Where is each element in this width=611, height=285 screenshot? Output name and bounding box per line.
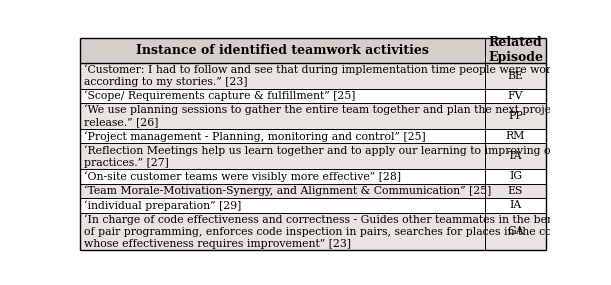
Bar <box>485 89 546 103</box>
Bar <box>80 129 485 143</box>
Text: ES: ES <box>508 186 523 196</box>
Text: IG: IG <box>509 172 522 182</box>
Text: ‘Reflection Meetings help us learn together and to apply our learning to improvi: ‘Reflection Meetings help us learn toget… <box>84 145 563 168</box>
Text: ‘individual preparation” [29]: ‘individual preparation” [29] <box>84 200 241 211</box>
Bar <box>485 38 546 63</box>
Text: PP: PP <box>508 111 523 121</box>
Bar <box>80 89 485 103</box>
Bar <box>485 103 546 129</box>
Bar <box>80 213 485 250</box>
Bar <box>80 143 485 169</box>
Bar <box>485 63 546 89</box>
Text: RM: RM <box>506 131 525 141</box>
Text: Related
Episode: Related Episode <box>488 36 543 64</box>
Bar <box>80 184 485 198</box>
Text: ‘Scope/ Requirements capture & fulfillment” [25]: ‘Scope/ Requirements capture & fulfillme… <box>84 90 356 101</box>
Text: IA: IA <box>510 200 522 210</box>
Text: TA: TA <box>508 151 523 161</box>
Bar <box>485 169 546 184</box>
Bar <box>80 169 485 184</box>
Text: ‘In charge of code effectiveness and correctness - Guides other teammates in the: ‘In charge of code effectiveness and cor… <box>84 214 578 249</box>
Bar <box>80 198 485 213</box>
Bar <box>485 213 546 250</box>
Text: Instance of identified teamwork activities: Instance of identified teamwork activiti… <box>136 44 429 57</box>
Bar <box>80 103 485 129</box>
Bar <box>485 184 546 198</box>
Bar <box>80 63 485 89</box>
Bar <box>485 129 546 143</box>
Text: FV: FV <box>508 91 523 101</box>
Text: ‘Customer: I had to follow and see that during implementation time people were w: ‘Customer: I had to follow and see that … <box>84 64 575 87</box>
Text: ‘Team Morale-Motivation-Synergy, and Alignment & Communication” [25]: ‘Team Morale-Motivation-Synergy, and Ali… <box>84 186 491 196</box>
Bar <box>485 143 546 169</box>
Bar <box>485 198 546 213</box>
Text: ‘On-site customer teams were visibly more effective” [28]: ‘On-site customer teams were visibly mor… <box>84 171 401 182</box>
Text: GA: GA <box>507 226 524 236</box>
Text: BE: BE <box>508 71 524 81</box>
Text: ‘We use planning sessions to gather the entire team together and plan the next p: ‘We use planning sessions to gather the … <box>84 105 562 127</box>
Text: ‘Project management - Planning, monitoring and control” [25]: ‘Project management - Planning, monitori… <box>84 131 426 142</box>
Bar <box>80 38 485 63</box>
